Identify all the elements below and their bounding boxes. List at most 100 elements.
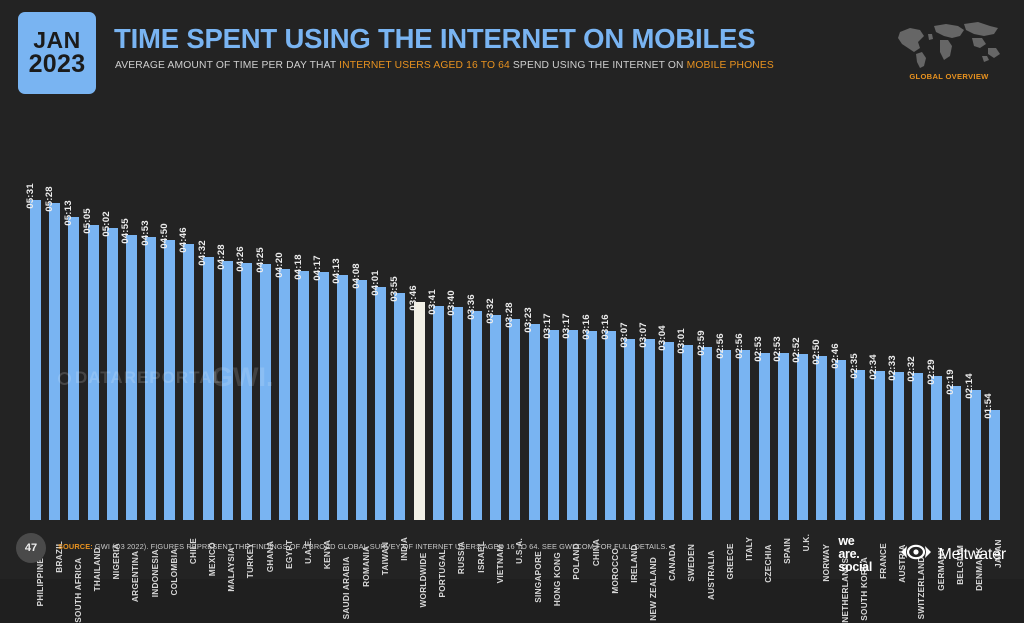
- bar-value-label: 03:40: [446, 290, 458, 317]
- bar: 01:54: [983, 393, 1000, 520]
- bar: 04:50: [159, 223, 176, 520]
- bar-value-label: 05:28: [43, 186, 55, 212]
- bar-column: 03:28 U.S.A.: [503, 100, 524, 564]
- bar: 03:17: [561, 313, 578, 520]
- bar-column: 03:32 VIETNAM: [485, 100, 505, 583]
- bar-column: 02:53 CZECHIA: [753, 100, 774, 583]
- bar-column: 03:40 RUSSIA: [446, 100, 467, 575]
- bar-column: 04:08 ROMANIA: [351, 100, 371, 586]
- bar: 03:46: [408, 285, 425, 520]
- bar-value-label: 04:28: [216, 244, 228, 270]
- global-overview-badge: GLOBAL OVERVIEW: [888, 18, 1010, 88]
- bar-column: 03:55 INDIA: [388, 100, 409, 561]
- bar: 02:56: [715, 333, 732, 520]
- bar-column: 03:41 PORTUGAL: [427, 100, 448, 598]
- bar-column: 04:01 TAIWAN: [369, 100, 390, 575]
- bar-column: 03:07 NEW ZEALAND: [638, 100, 659, 620]
- bar: 03:04: [657, 325, 674, 520]
- bar: 03:07: [619, 322, 636, 520]
- bar-value-label: 03:28: [503, 302, 515, 328]
- bar-value-label: 04:18: [292, 253, 304, 280]
- bar: 04:13: [331, 259, 348, 520]
- bar-value-label: 03:17: [561, 312, 573, 339]
- bar-value-label: 03:07: [618, 322, 630, 348]
- bar: 02:56: [734, 333, 751, 520]
- bar-column: 04:55 ARGENTINA: [120, 100, 141, 602]
- page-number: 47: [16, 533, 46, 563]
- bar: 02:19: [945, 369, 962, 520]
- bar-column: 02:46 NETHERLANDS: [830, 100, 850, 623]
- bar: 04:26: [235, 246, 252, 520]
- bar-value-label: 04:55: [120, 218, 132, 244]
- bar: 02:34: [868, 354, 885, 520]
- bar-value-label: 05:05: [82, 208, 94, 234]
- bar-value-label: 02:52: [791, 336, 803, 363]
- bar-column: 02:35 SOUTH KOREA: [849, 100, 869, 620]
- bar: 02:29: [926, 359, 943, 520]
- logo-line-we: we: [838, 534, 855, 548]
- subtitle-highlight-1: INTERNET USERS AGED 16 TO 64: [339, 60, 510, 71]
- world-map-icon: [888, 18, 1010, 70]
- bar-value-label: 02:56: [733, 333, 745, 359]
- bar-value-label: 02:35: [848, 353, 860, 379]
- bar-value-label: 04:08: [350, 263, 362, 290]
- bar-value-label: 03:32: [484, 298, 496, 324]
- bar-column: 04:32 MEXICO: [197, 100, 218, 576]
- bar: 03:41: [427, 290, 444, 520]
- logo-line-are: are.: [838, 546, 860, 561]
- bar-value-label: 04:26: [235, 246, 247, 272]
- bar: 02:35: [849, 353, 866, 520]
- bar-column: 04:26 TURKEY: [235, 100, 256, 578]
- bar-column: 01:54 JAPAN: [983, 100, 1004, 568]
- bar-value-label: 02:32: [906, 356, 918, 382]
- bar-value-label: 02:59: [695, 330, 707, 356]
- bar-value-label: 03:55: [388, 276, 400, 302]
- bar-value-label: 02:53: [772, 335, 784, 362]
- bar: 04:25: [255, 247, 272, 520]
- bar-column: 04:18 U.A.E.: [292, 100, 313, 564]
- bar-column: 04:17 KENYA: [312, 100, 333, 569]
- bar: 04:17: [312, 255, 329, 520]
- bar-column: 05:02 NIGERIA: [101, 100, 122, 579]
- bar-value-label: 02:29: [925, 359, 937, 385]
- global-overview-label: GLOBAL OVERVIEW: [909, 72, 989, 81]
- bar: 05:28: [44, 186, 61, 520]
- footer: 47 SOURCE: GWI (Q3 2022). FIGURES REPRES…: [0, 523, 1024, 579]
- bar-value-label: 04:17: [312, 254, 324, 281]
- bar-column: 04:50 COLOMBIA: [159, 100, 179, 596]
- bar: 04:46: [178, 227, 195, 520]
- bar-value-label: 02:53: [753, 335, 765, 362]
- bar-value-label: 02:50: [810, 338, 822, 365]
- bar-value-label: 04:50: [158, 222, 170, 249]
- bar-value-label: 02:19: [944, 368, 956, 395]
- bar: 02:52: [791, 337, 808, 520]
- bar: 04:32: [197, 240, 214, 520]
- date-badge: JAN 2023: [18, 12, 96, 94]
- bar: 02:32: [906, 356, 923, 520]
- bar-column: 04:53 INDONESIA: [140, 100, 160, 597]
- bar: 02:14: [964, 374, 981, 520]
- bar: 05:13: [63, 201, 80, 520]
- bar-value-label: 04:01: [369, 270, 381, 296]
- bar-column: 02:34 FRANCE: [868, 100, 889, 579]
- bar-column: 02:19 BELGIUM: [945, 100, 965, 585]
- bar-chart: 05:31 PHILIPPINES 05:28 BRAZIL 05:13 SOUTH AF…: [25, 100, 1004, 623]
- page-subtitle: AVERAGE AMOUNT OF TIME PER DAY THAT INTE…: [115, 60, 774, 71]
- bar-series: 05:31 PHILIPPINES 05:28 BRAZIL 05:13 SOUTH AF…: [25, 100, 1004, 623]
- bar: 02:53: [772, 336, 789, 520]
- bar-value-label: 05:02: [101, 211, 113, 237]
- bar-value-label: 03:36: [465, 294, 477, 320]
- bar-column: 03:16 MOROCCO: [600, 100, 620, 594]
- date-year: 2023: [28, 50, 86, 78]
- bar-column: 02:33 AUSTRIA: [887, 100, 908, 582]
- bar-value-label: 04:25: [254, 247, 266, 273]
- source-text: GWI (Q3 2022). FIGURES REPRESENT THE FIN…: [92, 542, 668, 551]
- bar: 02:33: [887, 355, 904, 520]
- bar: 03:32: [485, 298, 502, 520]
- bar: 04:08: [351, 263, 367, 520]
- slide-root: JAN 2023 TIME SPENT USING THE INTERNET O…: [0, 12, 1024, 623]
- bar: 02:50: [811, 339, 828, 520]
- bar-column: 04:13 SAUDI ARABIA: [331, 100, 352, 620]
- logo-line-social: social: [838, 559, 872, 574]
- source-label: SOURCE:: [58, 542, 93, 551]
